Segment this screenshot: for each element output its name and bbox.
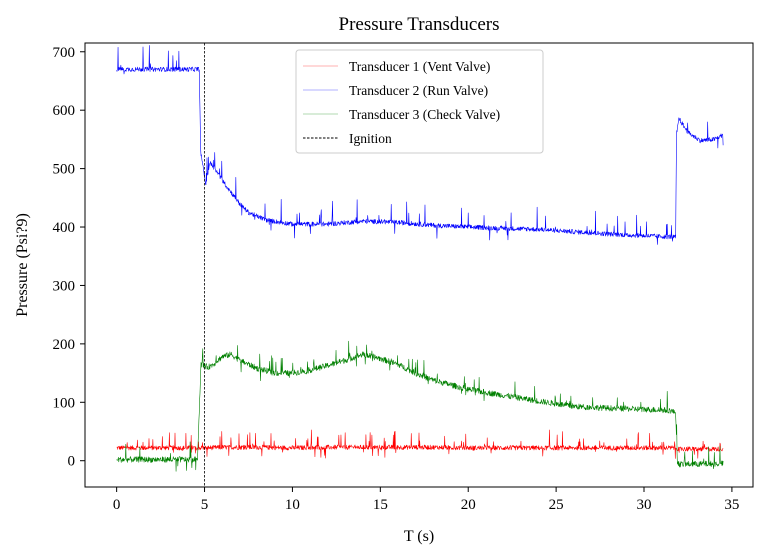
y-axis-title: Pressure (Psi?9) — [14, 213, 31, 317]
x-tick-label: 10 — [285, 497, 300, 513]
y-tick-label: 200 — [53, 337, 76, 353]
x-tick-label: 20 — [461, 497, 476, 513]
legend-label: Transducer 2 (Run Valve) — [349, 83, 488, 98]
legend-label: Ignition — [349, 131, 392, 146]
x-tick-label: 5 — [201, 497, 209, 513]
chart-title: Pressure Transducers — [339, 14, 500, 35]
legend-label: Transducer 3 (Check Valve) — [349, 107, 500, 122]
y-tick-label: 500 — [53, 162, 76, 178]
x-tick-label: 0 — [113, 497, 121, 513]
x-tick-label: 15 — [373, 497, 388, 513]
plot-border — [84, 42, 754, 488]
x-axis: 0 5 10 15 20 25 30 35 — [113, 487, 739, 513]
y-tick-label: 400 — [53, 220, 76, 236]
y-tick-label: 0 — [68, 454, 76, 470]
series-line-3 — [116, 340, 724, 472]
legend: Transducer 1 (Vent Valve) Transducer 2 (R… — [295, 49, 544, 154]
y-tick-label: 600 — [53, 103, 76, 119]
y-axis: 0 100 200 300 400 500 600 700 — [53, 45, 85, 470]
legend-label: Transducer 1 (Vent Valve) — [349, 59, 490, 74]
x-tick-label: 25 — [549, 497, 564, 513]
series-layer — [116, 45, 724, 472]
series-line-1 — [116, 429, 724, 459]
legend-box — [295, 49, 544, 154]
series-line-2 — [116, 45, 724, 245]
y-tick-label: 300 — [53, 278, 76, 294]
x-axis-title: T (s) — [404, 528, 434, 545]
y-tick-label: 700 — [53, 45, 76, 61]
x-tick-label: 35 — [724, 497, 739, 513]
x-tick-label: 30 — [637, 497, 652, 513]
y-tick-label: 100 — [53, 395, 76, 411]
